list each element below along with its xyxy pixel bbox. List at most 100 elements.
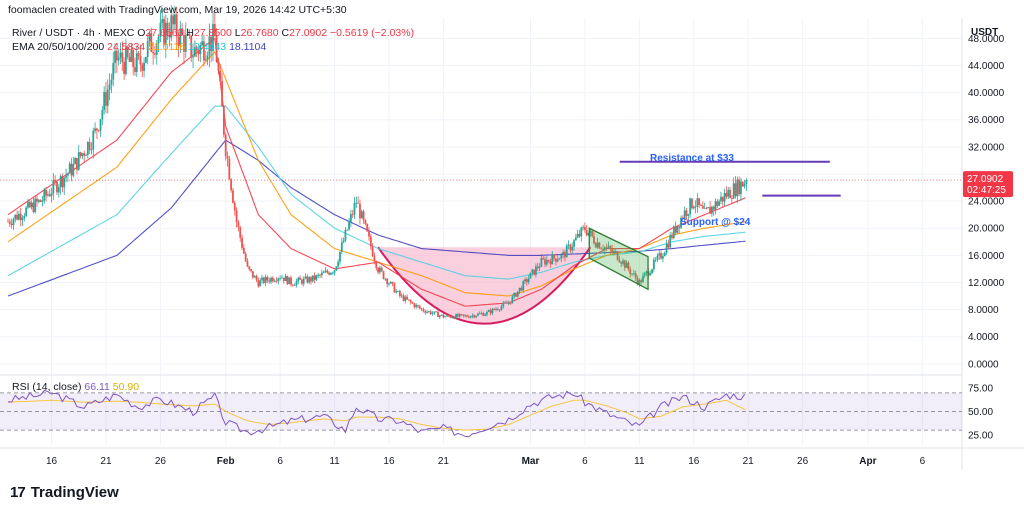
candle-body[interactable]: [310, 277, 312, 282]
candle-body[interactable]: [435, 311, 438, 313]
candle-body[interactable]: [268, 280, 271, 282]
candle-body[interactable]: [714, 201, 717, 210]
candle-body[interactable]: [371, 246, 374, 257]
candle-body[interactable]: [573, 240, 575, 247]
candle-body[interactable]: [239, 227, 242, 238]
candle-body[interactable]: [389, 281, 392, 284]
candle-body[interactable]: [259, 280, 262, 287]
candle-body[interactable]: [317, 274, 320, 276]
candle-body[interactable]: [282, 277, 285, 281]
candle-body[interactable]: [703, 207, 706, 209]
candle-body[interactable]: [705, 207, 708, 209]
candle-body[interactable]: [97, 130, 100, 132]
candle-body[interactable]: [431, 313, 434, 315]
candle-body[interactable]: [440, 314, 443, 316]
candle-body[interactable]: [81, 153, 84, 157]
candle-body[interactable]: [326, 270, 329, 273]
candle-body[interactable]: [330, 272, 332, 275]
candle-body[interactable]: [631, 273, 633, 275]
candle-body[interactable]: [322, 272, 325, 274]
candle-body[interactable]: [168, 35, 171, 38]
candle-body[interactable]: [206, 55, 209, 60]
candle-body[interactable]: [678, 226, 681, 228]
candle-body[interactable]: [368, 231, 370, 237]
candle-body[interactable]: [366, 223, 369, 232]
rsi-label[interactable]: RSI (14, close): [12, 381, 82, 393]
candle-body[interactable]: [65, 175, 67, 178]
candle-body[interactable]: [43, 190, 46, 201]
candle-body[interactable]: [7, 221, 9, 223]
candle-body[interactable]: [217, 62, 220, 71]
candle-body[interactable]: [587, 232, 590, 236]
candle-body[interactable]: [290, 277, 292, 285]
candle-body[interactable]: [741, 181, 744, 187]
candle-body[interactable]: [286, 276, 289, 285]
candle-body[interactable]: [729, 189, 731, 199]
candle-body[interactable]: [516, 291, 519, 297]
candle-body[interactable]: [591, 230, 594, 237]
candle-body[interactable]: [642, 275, 644, 283]
candle-body[interactable]: [355, 202, 358, 204]
candle-body[interactable]: [723, 193, 726, 202]
candle-body[interactable]: [213, 24, 216, 37]
candle-body[interactable]: [614, 250, 617, 252]
candle-body[interactable]: [525, 279, 528, 283]
candle-body[interactable]: [700, 204, 702, 206]
candle-body[interactable]: [253, 276, 256, 278]
candle-body[interactable]: [505, 302, 508, 304]
candle-body[interactable]: [487, 310, 490, 312]
candle-body[interactable]: [738, 179, 741, 195]
symbol-label[interactable]: River / USDT · 4h · MEXC: [12, 27, 135, 39]
candle-body[interactable]: [188, 33, 191, 36]
legend-ema[interactable]: EMA 20/50/100/200 24.5834 21.0116 19.444…: [12, 41, 266, 53]
candle-body[interactable]: [598, 242, 601, 249]
candle-body[interactable]: [77, 152, 80, 170]
candle-body[interactable]: [204, 59, 207, 61]
candle-body[interactable]: [56, 181, 58, 193]
candle-body[interactable]: [154, 53, 156, 55]
candle-body[interactable]: [155, 43, 158, 55]
candle-body[interactable]: [313, 275, 316, 280]
candle-body[interactable]: [415, 305, 418, 308]
candle-body[interactable]: [10, 223, 13, 226]
candle-body[interactable]: [148, 32, 151, 42]
candle-body[interactable]: [609, 246, 612, 250]
candle-body[interactable]: [183, 34, 185, 52]
candle-body[interactable]: [284, 276, 287, 281]
candle-body[interactable]: [37, 199, 40, 202]
candle-body[interactable]: [667, 243, 670, 248]
candle-body[interactable]: [643, 273, 646, 276]
candle-body[interactable]: [531, 269, 534, 273]
candle-body[interactable]: [658, 253, 661, 256]
candle-body[interactable]: [671, 235, 673, 238]
candle-body[interactable]: [125, 47, 127, 74]
candle-body[interactable]: [611, 249, 614, 253]
candle-body[interactable]: [63, 177, 66, 188]
candle-body[interactable]: [400, 295, 403, 297]
candle-body[interactable]: [634, 273, 637, 279]
candle-body[interactable]: [132, 49, 135, 67]
candle-body[interactable]: [725, 193, 728, 197]
candle-body[interactable]: [297, 277, 300, 282]
candle-body[interactable]: [302, 278, 305, 284]
candle-body[interactable]: [119, 52, 122, 58]
candle-body[interactable]: [692, 206, 695, 209]
candle-body[interactable]: [264, 276, 267, 283]
candle-body[interactable]: [346, 229, 349, 231]
candle-body[interactable]: [215, 36, 218, 63]
candle-body[interactable]: [665, 243, 668, 253]
candle-body[interactable]: [126, 47, 129, 57]
candle-body[interactable]: [554, 258, 557, 262]
candle-body[interactable]: [134, 66, 136, 73]
candle-body[interactable]: [743, 184, 746, 187]
candle-body[interactable]: [222, 106, 225, 135]
candle-body[interactable]: [409, 300, 412, 303]
candle-body[interactable]: [544, 259, 546, 265]
candle-body[interactable]: [623, 260, 626, 268]
candle-body[interactable]: [529, 272, 532, 279]
candle-body[interactable]: [308, 277, 311, 283]
candle-body[interactable]: [605, 247, 608, 249]
candle-body[interactable]: [607, 246, 610, 248]
candle-body[interactable]: [645, 271, 648, 274]
candle-body[interactable]: [193, 47, 196, 57]
